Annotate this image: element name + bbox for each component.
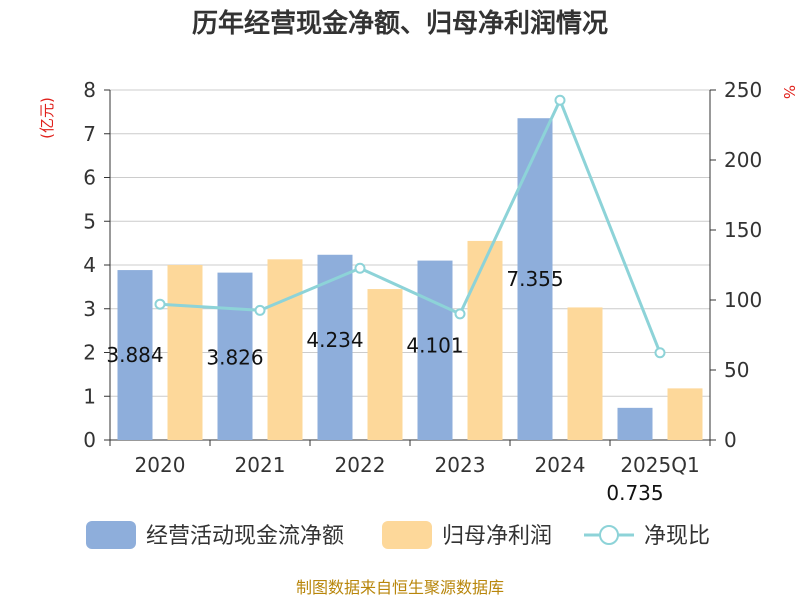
- y-right-tick-label: 250: [724, 78, 762, 102]
- bar: [567, 307, 603, 440]
- bar: [317, 254, 353, 440]
- y-right-tick-label: 100: [724, 288, 762, 312]
- legend-label-cashflow: 经营活动现金流净额: [146, 524, 344, 549]
- ratio-line-point: [254, 304, 266, 316]
- x-tick-label: 2020: [135, 453, 186, 477]
- y-left-tick-label: 3: [83, 297, 96, 321]
- legend-label-ratio: 净现比: [644, 524, 710, 549]
- y-right-tick-label: 200: [724, 148, 762, 172]
- y-left-tick-label: 8: [83, 78, 96, 102]
- y-right-tick-label: 50: [724, 358, 749, 382]
- ratio-line-point: [454, 308, 466, 320]
- bar: [267, 259, 303, 440]
- x-tick-label: 2021: [235, 453, 286, 477]
- legend: 经营活动现金流净额 归母净利润 净现比: [86, 521, 710, 549]
- ratio-line-point: [554, 94, 566, 106]
- y-left-tick-label: 7: [83, 122, 96, 146]
- legend-swatch-profit: [382, 521, 432, 549]
- y-left-tick-label: 1: [83, 384, 96, 408]
- legend-swatch-ratio-marker: [599, 525, 619, 545]
- bar-data-label: 7.355: [506, 267, 563, 291]
- bar-data-label: 3.826: [206, 346, 263, 370]
- bar: [117, 270, 153, 440]
- bars: [117, 118, 703, 440]
- data-labels: 3.884 3.826 4.234 4.101 7.355 0.735: [106, 267, 663, 505]
- x-tick-label: 2022: [335, 453, 386, 477]
- bar-data-label: 4.101: [406, 334, 463, 358]
- y-left-tick-label: 0: [83, 428, 96, 452]
- source-note: 制图数据来自恒生聚源数据库: [296, 578, 504, 597]
- bar: [167, 265, 203, 440]
- bar: [367, 289, 403, 440]
- y-left-label: (亿元): [38, 97, 56, 139]
- y-right-tick-label: 0: [724, 428, 737, 452]
- bar: [217, 272, 253, 440]
- y-left-tick-label: 2: [83, 341, 96, 365]
- bar-data-label: 0.735: [606, 481, 663, 505]
- bar: [467, 240, 503, 440]
- bar: [417, 260, 453, 440]
- y-right-label: %: [780, 85, 798, 99]
- y-left-tick-label: 5: [83, 209, 96, 233]
- y-right-tick-label: 150: [724, 218, 762, 242]
- x-tick-label: 2025Q1: [620, 453, 699, 477]
- x-tick-label: 2024: [535, 453, 586, 477]
- y-left-tick-label: 6: [83, 166, 96, 190]
- bar: [517, 118, 553, 440]
- bar: [617, 407, 653, 440]
- x-tick-label: 2023: [435, 453, 486, 477]
- ratio-line-point: [654, 347, 666, 359]
- axes: 0 1 2 3 4 5 6 7 8 0 50 100 150 200 250 2020 2021 2022 2023…: [83, 78, 762, 477]
- ratio-line: [154, 94, 666, 359]
- bar-data-label: 4.234: [306, 328, 363, 352]
- y-left-tick-label: 4: [83, 253, 96, 277]
- ratio-line-path: [159, 96, 662, 354]
- legend-label-profit: 归母净利润: [442, 524, 552, 549]
- ratio-line-point: [154, 298, 166, 310]
- legend-swatch-cashflow: [86, 521, 136, 549]
- chart-title: 历年经营现金净额、归母净利润情况: [192, 8, 608, 39]
- bar-data-label: 3.884: [106, 343, 163, 367]
- ratio-line-point: [354, 262, 366, 274]
- bar: [667, 388, 703, 440]
